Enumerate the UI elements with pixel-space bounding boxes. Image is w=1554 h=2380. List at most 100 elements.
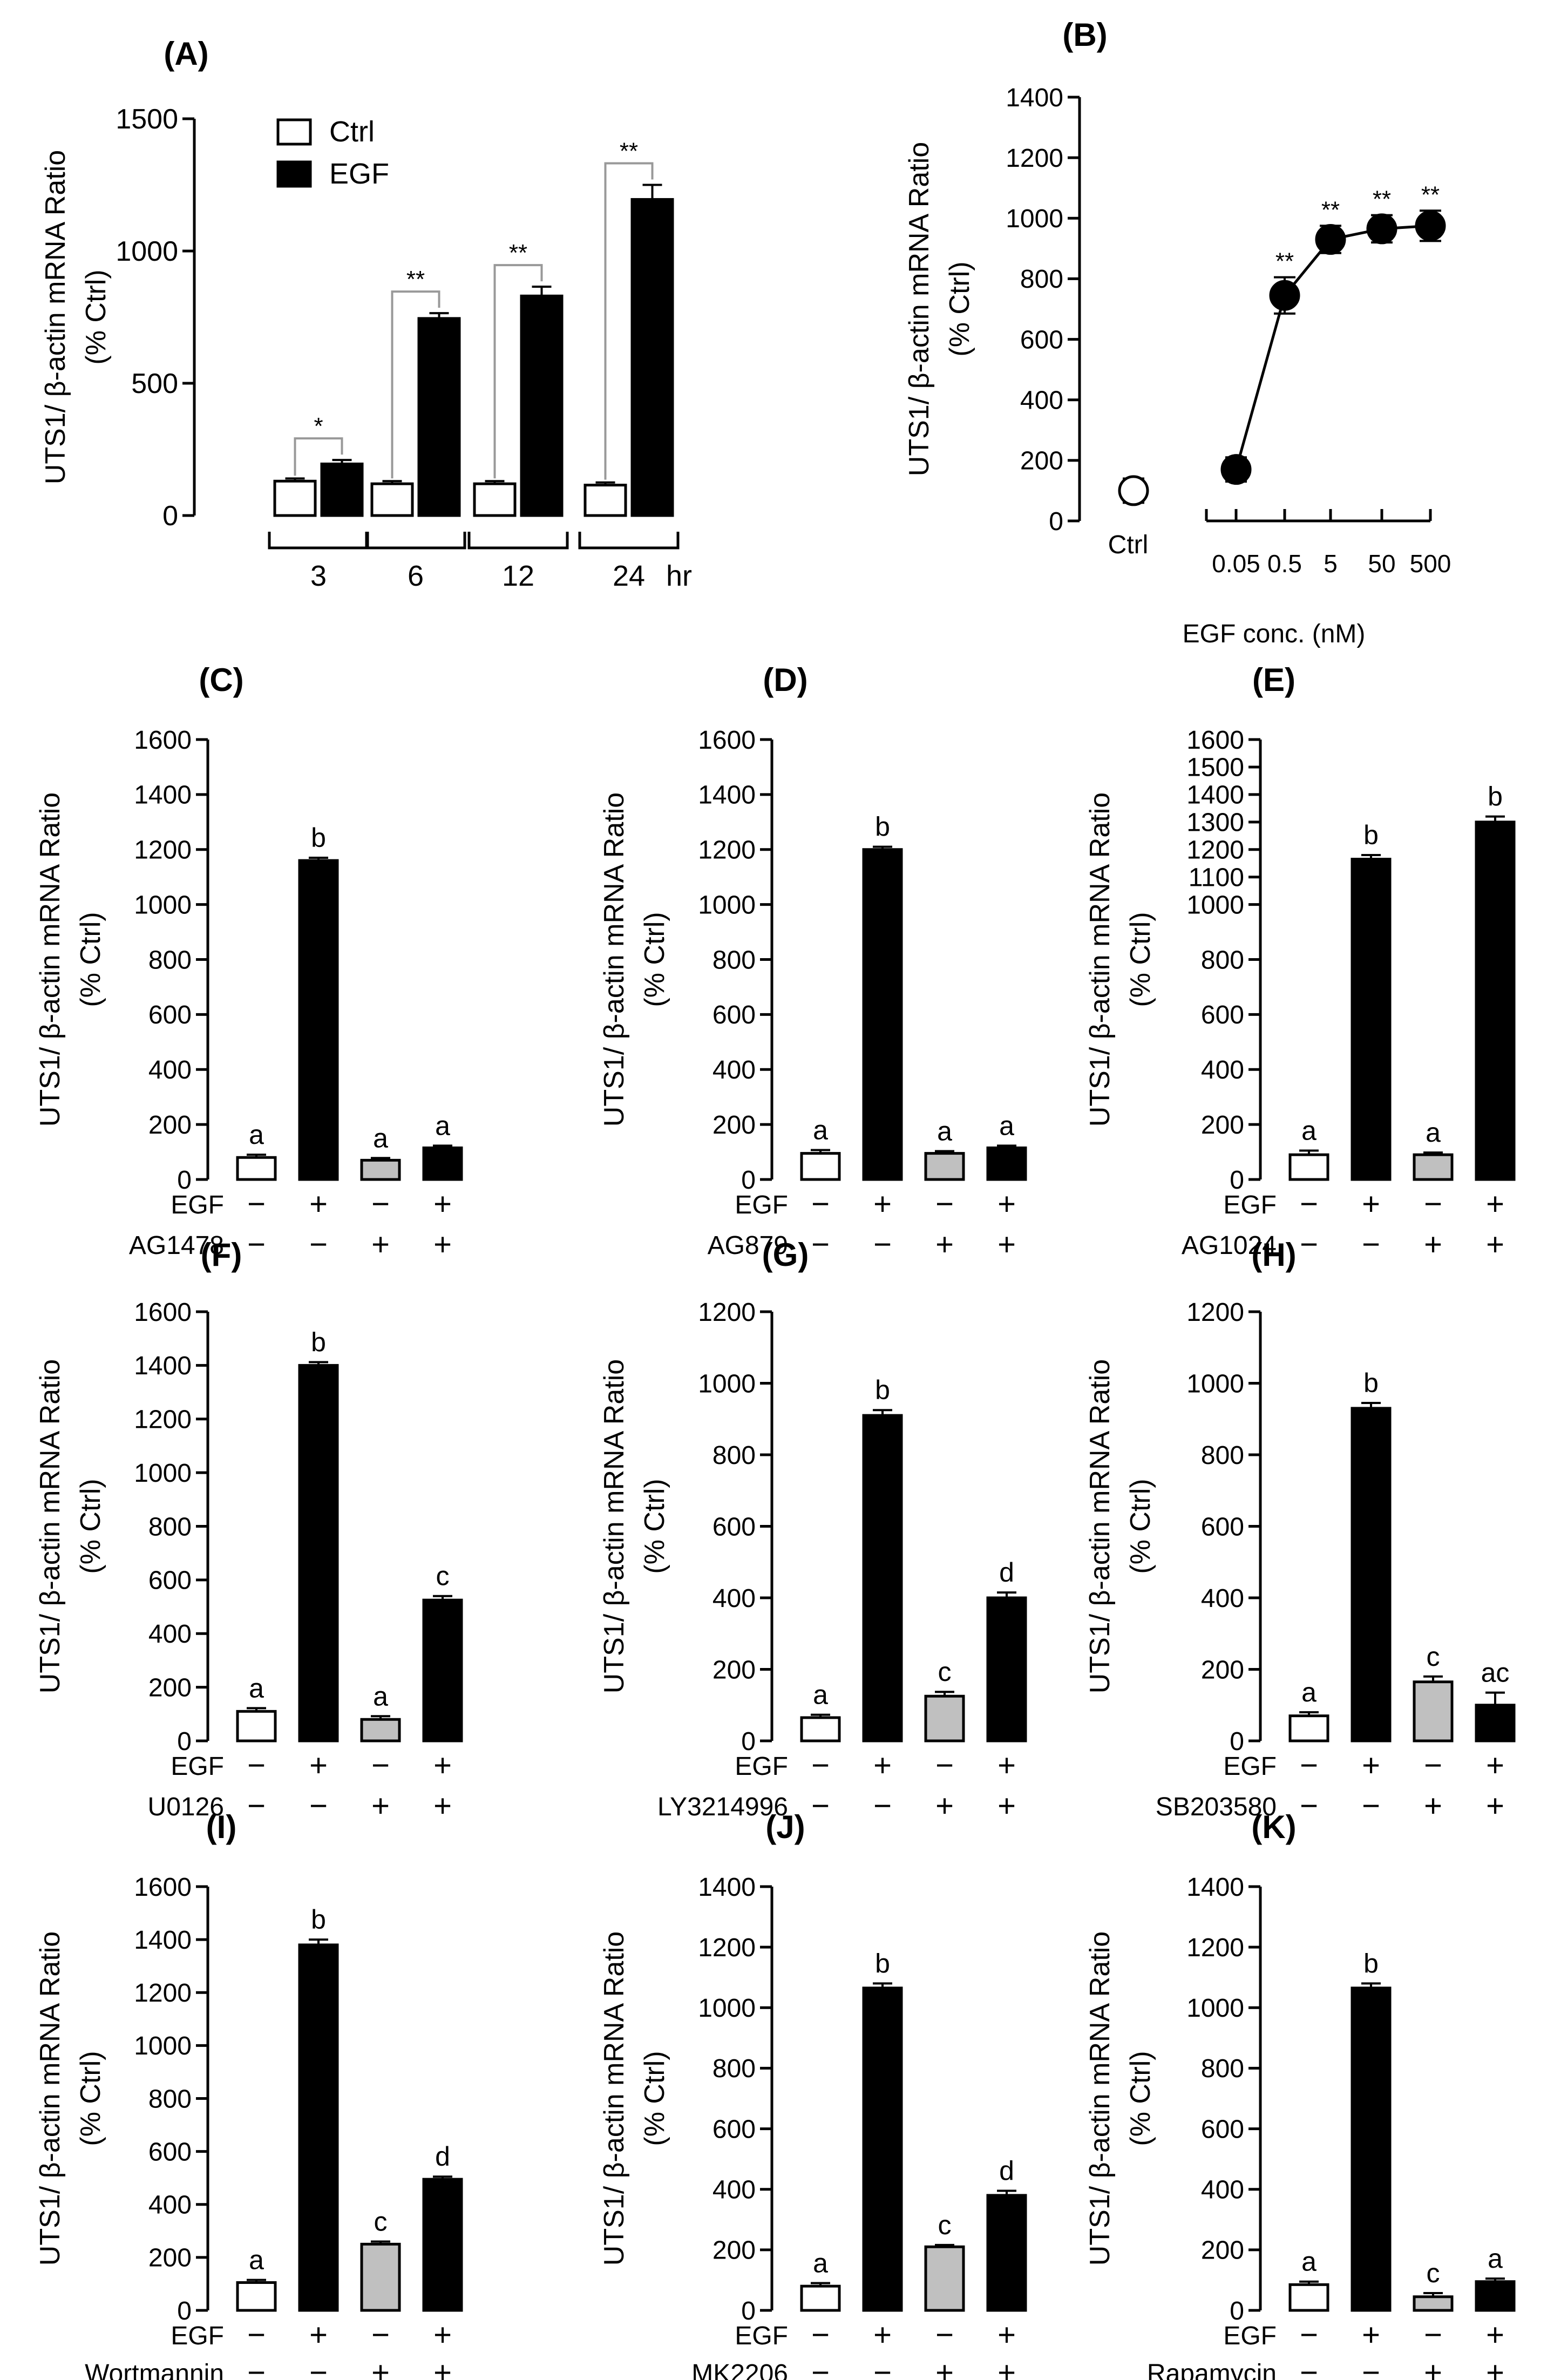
treatment-sign-egf: + <box>873 2317 892 2352</box>
bar-ctrl <box>273 479 317 517</box>
x-category-label: 3 <box>310 560 327 592</box>
y-tick-label: 600 <box>712 1513 756 1541</box>
bar <box>986 1596 1027 1742</box>
treatment-sign-inhibitor: − <box>1362 1227 1380 1262</box>
bar <box>862 848 903 1181</box>
treatment-sign-inhibitor: + <box>997 2355 1016 2380</box>
bar <box>298 1943 339 2312</box>
y-axis-subtitle: (% Ctrl) <box>75 1479 106 1574</box>
y-tick-label: 400 <box>148 1620 192 1649</box>
treatment-label-egf: EGF <box>735 1191 788 1219</box>
bar <box>360 1158 401 1181</box>
treatment-sign-egf: − <box>935 1748 954 1783</box>
treatment-sign-inhibitor: − <box>1362 2355 1380 2380</box>
y-tick-label: 800 <box>148 1513 192 1541</box>
y-tick-label: 800 <box>712 946 756 974</box>
y-tick-label: 200 <box>1020 447 1063 476</box>
bar <box>1351 1407 1392 1742</box>
treatment-sign-egf: + <box>1486 1186 1504 1222</box>
y-tick-label: 1200 <box>134 1406 192 1434</box>
significance-marker: ** <box>406 266 425 293</box>
y-tick-label: 1200 <box>1186 836 1244 865</box>
group-letter: a <box>999 1110 1014 1141</box>
treatment-sign-egf: + <box>1362 2317 1380 2352</box>
treatment-sign-inhibitor: + <box>935 1227 954 1262</box>
y-tick-label: 1200 <box>134 836 192 865</box>
bar <box>862 1986 903 2312</box>
y-axis-title: UTS1/ β-actin mRNA Ratio <box>1084 1931 1116 2266</box>
y-tick-label: 400 <box>1201 1584 1244 1613</box>
y-tick-label: 200 <box>712 1111 756 1140</box>
bar <box>1413 1680 1454 1742</box>
group-letter: a <box>1301 2247 1317 2277</box>
y-tick-label: 0 <box>1230 1727 1244 1756</box>
bar <box>1351 1986 1392 2312</box>
x-tick-label: 50 <box>1368 550 1395 578</box>
treatment-sign-inhibitor: + <box>1424 1227 1442 1262</box>
bar <box>924 1152 965 1181</box>
group-letter: a <box>249 1120 264 1150</box>
y-axis-title: UTS1/ β-actin mRNA Ratio <box>35 1931 66 2266</box>
data-point <box>1220 454 1252 485</box>
treatment-sign-egf: + <box>1486 1748 1504 1783</box>
group-letter: a <box>249 1673 264 1703</box>
y-tick-label: 1200 <box>1006 144 1063 173</box>
bar <box>800 2284 841 2312</box>
treatment-sign-inhibitor: − <box>811 2355 830 2380</box>
treatment-sign-inhibitor: + <box>1424 1788 1442 1823</box>
treatment-sign-egf: − <box>1424 1748 1442 1783</box>
group-letter: a <box>435 1110 450 1141</box>
treatment-sign-egf: + <box>873 1186 892 1222</box>
treatment-label-inhibitor: SB203580 <box>1156 1793 1277 1821</box>
treatment-sign-egf: + <box>309 1748 328 1783</box>
y-axis-title: UTS1/ β-actin mRNA Ratio <box>599 1359 630 1693</box>
treatment-sign-egf: + <box>997 2317 1016 2352</box>
panel-title: (G) <box>762 1237 809 1273</box>
y-axis-subtitle: (% Ctrl) <box>1125 912 1156 1007</box>
y-tick-label: 500 <box>131 368 178 399</box>
treatment-sign-inhibitor: − <box>247 2355 266 2380</box>
bar <box>298 859 339 1181</box>
treatment-sign-egf: − <box>1424 2317 1442 2352</box>
y-tick-label: 800 <box>148 946 192 974</box>
treatment-sign-inhibitor: + <box>1486 1788 1504 1823</box>
group-letter: b <box>875 812 890 842</box>
y-tick-label: 1200 <box>1186 1298 1244 1327</box>
treatment-label-inhibitor: Rapamycin <box>1147 2359 1277 2380</box>
x-tick-label: Ctrl <box>1108 531 1149 559</box>
treatment-sign-egf: + <box>433 1186 452 1222</box>
bar <box>236 1710 277 1742</box>
treatment-label-egf: EGF <box>1223 1191 1277 1219</box>
y-tick-label: 800 <box>1201 946 1244 974</box>
treatment-sign-inhibitor: + <box>371 2355 390 2380</box>
significance-marker: ** <box>1421 181 1440 208</box>
y-tick-label: 0 <box>177 1166 192 1195</box>
treatment-sign-inhibitor: + <box>371 1227 390 1262</box>
bar <box>360 2242 401 2312</box>
treatment-sign-inhibitor: + <box>935 1788 954 1823</box>
treatment-sign-inhibitor: − <box>873 1227 892 1262</box>
bar <box>1288 1714 1329 1742</box>
bar <box>422 1146 463 1181</box>
treatment-label-egf: EGF <box>735 1752 788 1781</box>
y-tick-label: 1000 <box>698 891 756 919</box>
group-letter: b <box>311 1327 326 1357</box>
group-letter: c <box>374 2206 388 2236</box>
treatment-sign-inhibitor: + <box>1424 2355 1442 2380</box>
data-point <box>1315 224 1346 255</box>
treatment-sign-egf: − <box>371 1748 390 1783</box>
y-tick-label: 1200 <box>698 836 756 865</box>
y-tick-label: 1000 <box>134 891 192 919</box>
significance-bracket <box>493 264 543 479</box>
y-tick-label: 1000 <box>1186 891 1244 919</box>
treatment-sign-inhibitor: − <box>1300 2355 1318 2380</box>
treatment-sign-inhibitor: − <box>309 1227 328 1262</box>
treatment-sign-egf: − <box>247 1186 266 1222</box>
significance-marker: ** <box>1373 186 1391 213</box>
y-axis-subtitle: (% Ctrl) <box>944 261 975 356</box>
x-category-label: 24 <box>613 560 645 592</box>
y-axis-subtitle: (% Ctrl) <box>75 912 106 1007</box>
treatment-sign-inhibitor: + <box>1486 2355 1504 2380</box>
significance-marker: * <box>314 413 323 439</box>
panel-title: (I) <box>206 1809 237 1845</box>
